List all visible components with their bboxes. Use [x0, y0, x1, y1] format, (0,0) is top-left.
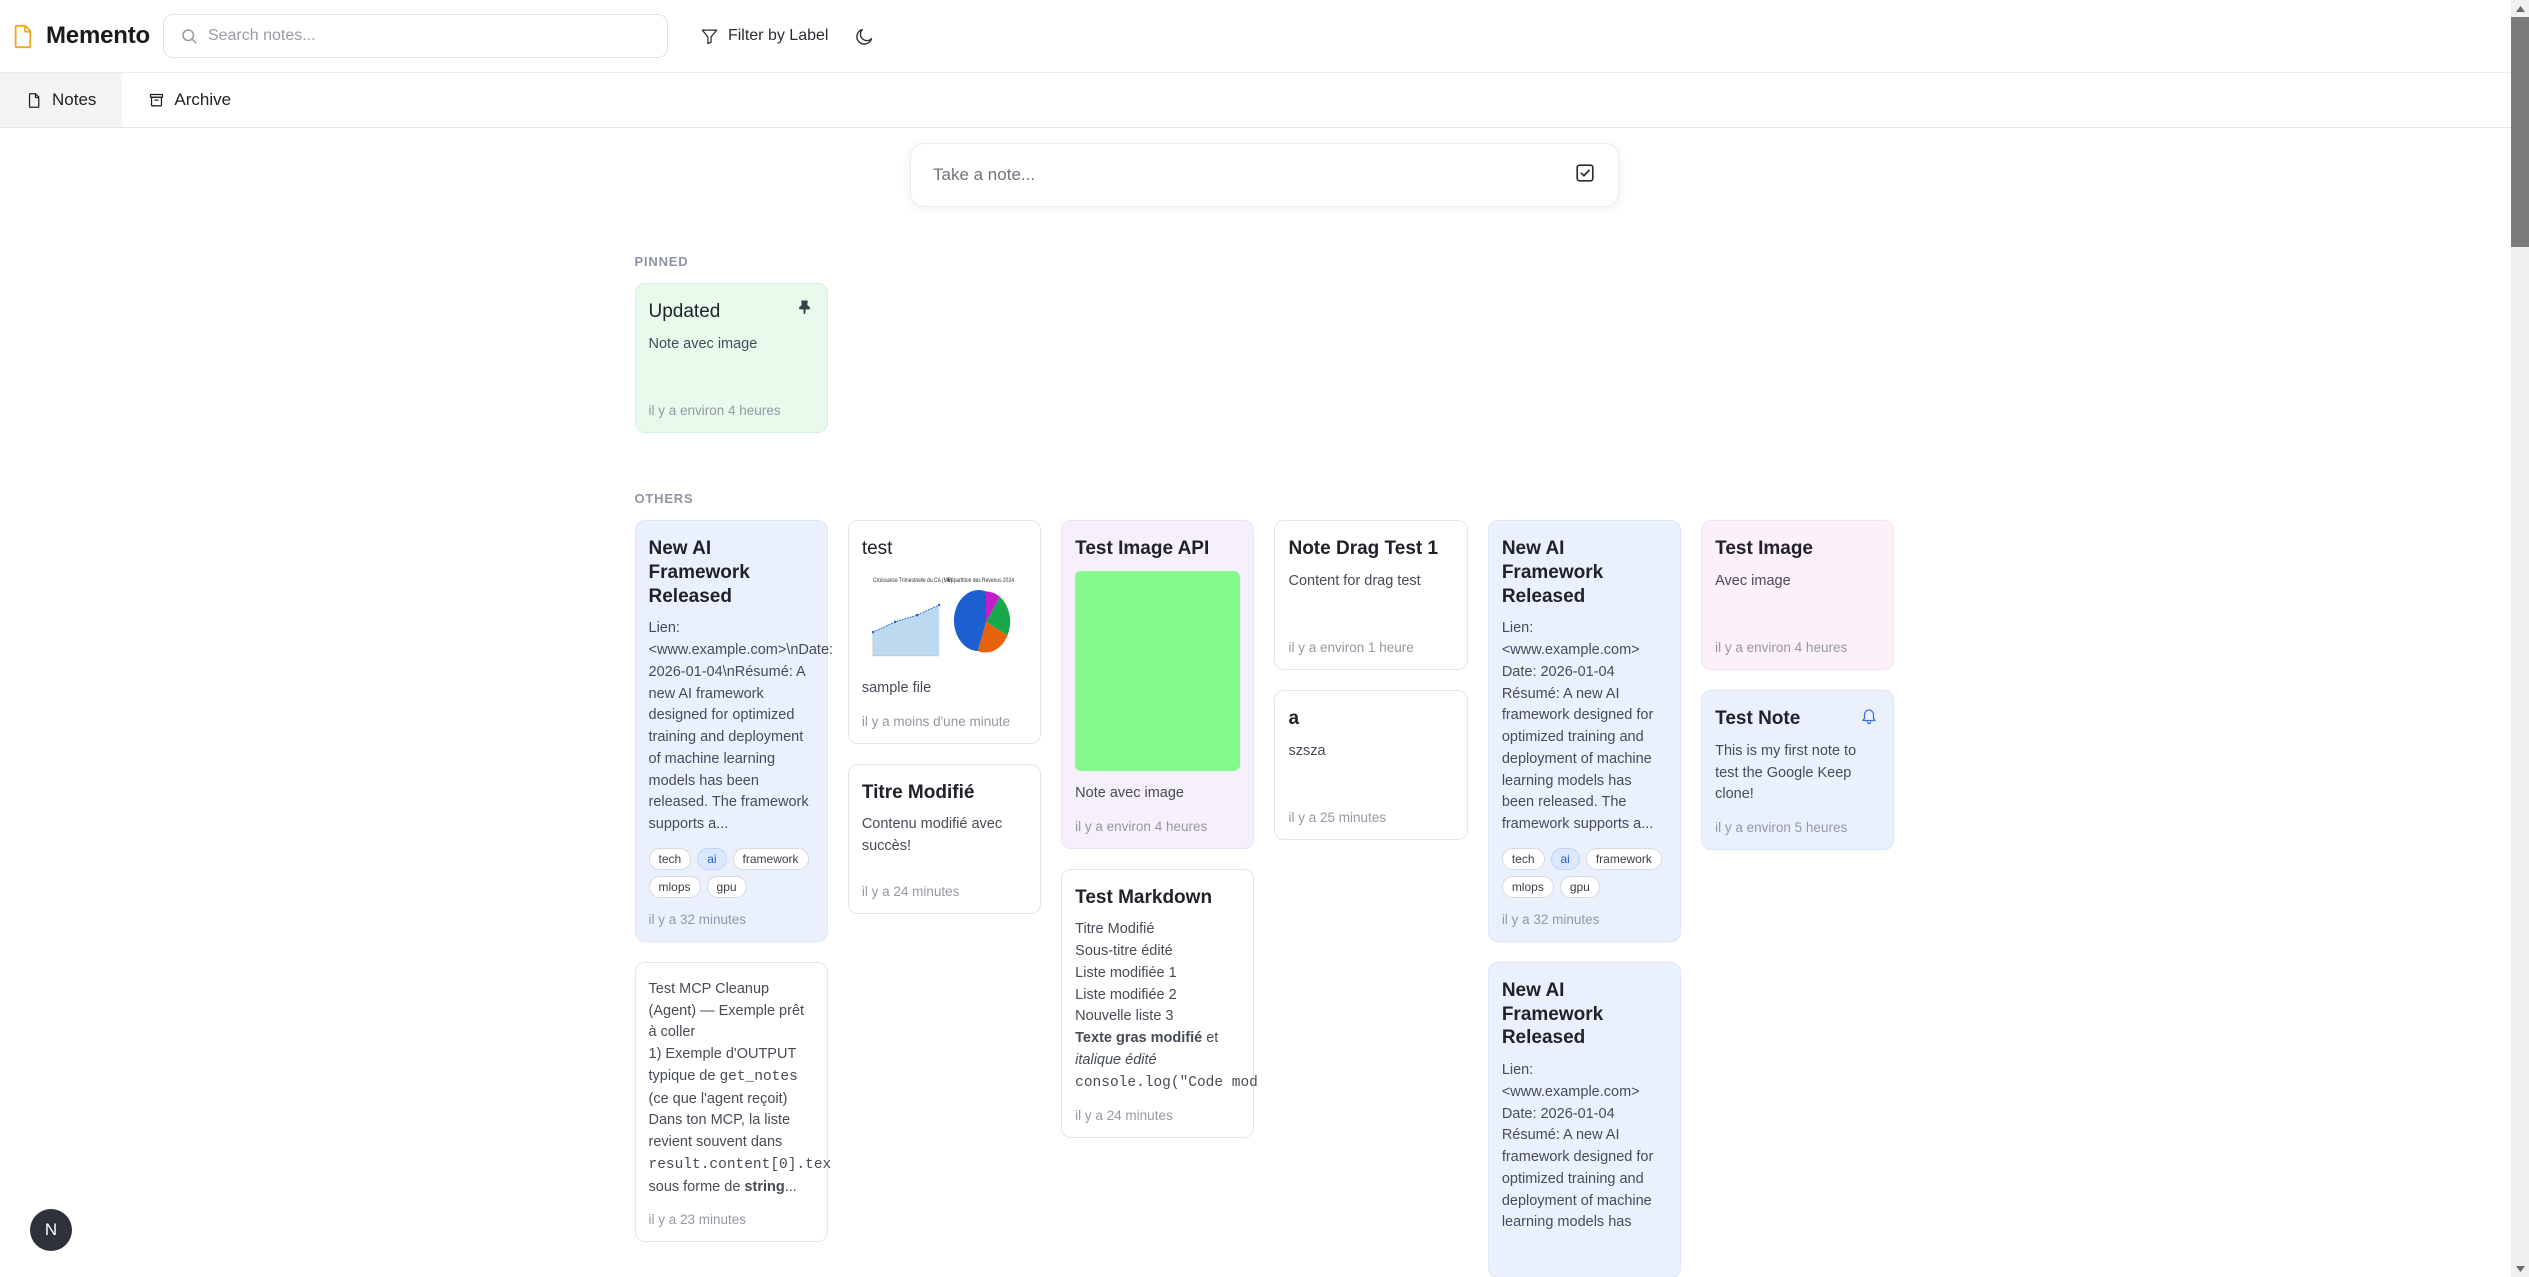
svg-text:Répartition des Revenus 2024: Répartition des Revenus 2024	[947, 577, 1014, 584]
svg-text:Croissance Trimestrielle du CA: Croissance Trimestrielle du CA (M€)	[873, 577, 952, 584]
